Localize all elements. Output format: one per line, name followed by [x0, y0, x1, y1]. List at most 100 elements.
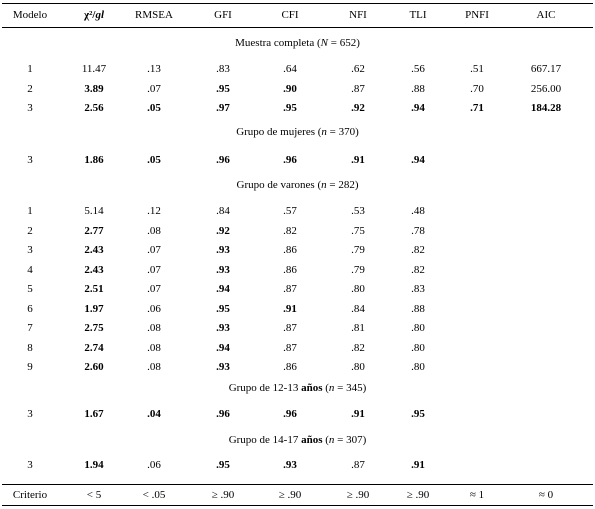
table-header-row: Modelo χ²/gl RMSEA GFI CFI NFI TLI PNFI …: [0, 7, 595, 23]
cell-tli: .83: [411, 283, 425, 295]
cell-gfi: .93: [216, 263, 230, 276]
header-rmsea: RMSEA: [135, 9, 173, 21]
criterio-top-rule: [2, 484, 593, 485]
table-row: 7 2.75 .08 .93 .87 .81 .80: [0, 320, 595, 336]
cell-nfi: .92: [351, 102, 365, 114]
header-gfi: GFI: [214, 9, 232, 21]
cell-cfi: .64: [283, 63, 297, 75]
cell-gfi: .94: [216, 283, 230, 295]
cell-rmsea: .05: [147, 102, 161, 114]
cell-gfi: .84: [216, 205, 230, 217]
cell-cfi: .96: [283, 154, 297, 166]
cell-rmsea: .07: [147, 263, 161, 276]
cell-modelo: 3: [27, 244, 33, 256]
cell-tli: .88: [411, 302, 425, 315]
cell-chi-gl: 2.74: [84, 341, 104, 354]
cell-tli: .88: [411, 82, 425, 95]
cell-modelo: 3: [27, 459, 33, 471]
header-chi-square-gl: χ²/gl: [84, 9, 104, 21]
cell-gfi: .92: [216, 224, 230, 237]
cell-nfi: .80: [351, 361, 365, 373]
cell-rmsea: .07: [147, 283, 161, 295]
cell-gfi: .95: [216, 82, 230, 95]
cell-rmsea: .08: [147, 322, 161, 334]
table-row: 3 1.67 .04 .96 .96 .91 .95: [0, 406, 595, 422]
criterio-pnfi: ≈ 1: [469, 489, 485, 501]
cell-modelo: 2: [27, 82, 33, 95]
cell-rmsea: .06: [147, 459, 161, 471]
table-row: 1 11.47 .13 .83 .64 .62 .56 .51 667.17: [0, 61, 595, 77]
cell-nfi: .80: [351, 283, 365, 295]
cell-chi-gl: 2.51: [84, 283, 104, 295]
cell-nfi: .62: [351, 63, 365, 75]
cell-nfi: .87: [351, 459, 365, 471]
cell-nfi: .82: [351, 341, 365, 354]
cell-cfi: .86: [283, 361, 297, 373]
cell-tli: .91: [411, 459, 425, 471]
criterio-chi-gl: < 5: [86, 489, 102, 501]
cell-chi-gl: 2.75: [84, 322, 104, 334]
cell-cfi: .57: [283, 205, 297, 217]
cell-gfi: .95: [216, 302, 230, 315]
table-row: 1 5.14 .12 .84 .57 .53 .48: [0, 203, 595, 219]
cell-chi-gl: 2.43: [84, 263, 104, 276]
cell-chi-gl: 1.86: [84, 154, 104, 166]
cell-rmsea: .07: [147, 82, 161, 95]
table-row: 9 2.60 .08 .93 .86 .80 .80: [0, 359, 595, 375]
criterio-tli: ≥ .90: [406, 489, 430, 501]
cell-nfi: .79: [351, 244, 365, 256]
cell-chi-gl: 1.97: [84, 302, 104, 315]
cell-cfi: .86: [283, 263, 297, 276]
cell-modelo: 7: [27, 322, 33, 334]
group-heading: Grupo de 14-17 años (n = 307): [228, 434, 367, 446]
cell-nfi: .75: [351, 224, 365, 237]
cell-aic: 256.00: [530, 82, 562, 95]
cell-tli: .78: [411, 224, 425, 237]
cell-chi-gl: 2.60: [84, 361, 104, 373]
cell-chi-gl: 2.77: [84, 224, 104, 237]
cell-rmsea: .05: [147, 154, 161, 166]
table-row: 4 2.43 .07 .93 .86 .79 .82: [0, 262, 595, 278]
cell-nfi: .91: [351, 408, 365, 420]
cell-nfi: .81: [351, 322, 365, 334]
cell-modelo: 4: [27, 263, 33, 276]
header-modelo: Modelo: [12, 9, 48, 21]
cell-tli: .95: [411, 408, 425, 420]
cell-aic: 184.28: [530, 102, 562, 114]
cell-modelo: 3: [27, 408, 33, 420]
cell-rmsea: .08: [147, 361, 161, 373]
cell-gfi: .95: [216, 459, 230, 471]
table-row: 3 2.43 .07 .93 .86 .79 .82: [0, 242, 595, 258]
cell-tli: .82: [411, 263, 425, 276]
cell-rmsea: .08: [147, 341, 161, 354]
cell-rmsea: .04: [147, 408, 161, 420]
group-heading: Grupo de varones (n = 282): [236, 179, 359, 191]
cell-cfi: .87: [283, 341, 297, 354]
table-row: 8 2.74 .08 .94 .87 .82 .80: [0, 340, 595, 356]
table-row: 2 2.77 .08 .92 .82 .75 .78: [0, 223, 595, 239]
table-row: 2 3.89 .07 .95 .90 .87 .88 .70 256.00: [0, 81, 595, 97]
cell-cfi: .93: [283, 459, 297, 471]
cell-tli: .80: [411, 361, 425, 373]
cell-gfi: .83: [216, 63, 230, 75]
cell-tli: .94: [411, 102, 425, 114]
group-heading: Muestra completa (N = 652): [235, 37, 360, 49]
cell-chi-gl: 1.67: [84, 408, 104, 420]
cell-modelo: 3: [27, 102, 33, 114]
cell-rmsea: .07: [147, 244, 161, 256]
cell-rmsea: .08: [147, 224, 161, 237]
cell-tli: .94: [411, 154, 425, 166]
table-row: 3 1.86 .05 .96 .96 .91 .94: [0, 152, 595, 168]
cell-cfi: .90: [283, 82, 297, 95]
cell-gfi: .93: [216, 322, 230, 334]
cell-nfi: .79: [351, 263, 365, 276]
cell-gfi: .97: [216, 102, 230, 114]
criterio-rmsea: < .05: [142, 489, 166, 501]
criterio-gfi: ≥ .90: [211, 489, 235, 501]
cell-modelo: 5: [27, 283, 33, 295]
cell-pnfi: .51: [470, 63, 484, 75]
cell-aic: 667.17: [530, 63, 562, 75]
table-top-rule: [2, 3, 593, 4]
cell-chi-gl: 3.89: [84, 82, 104, 95]
